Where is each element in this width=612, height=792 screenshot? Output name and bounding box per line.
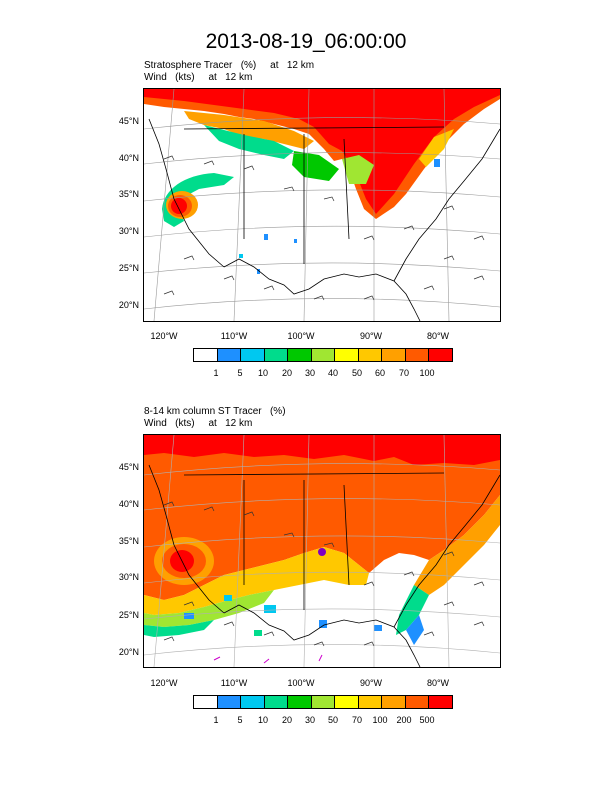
panel2-colorbar-label: 100 (372, 715, 388, 725)
colorbar-swatch (405, 349, 430, 361)
colorbar-swatch (358, 696, 383, 708)
colorbar-swatch (217, 349, 242, 361)
panel2-colorbar-label: 70 (351, 715, 362, 725)
colorbar-swatch (264, 349, 289, 361)
panel2-lon-label: 120°W (150, 678, 178, 688)
panel1-lat-label: 25°N (118, 263, 139, 273)
panel2-lon-label: 100°W (287, 678, 315, 688)
panel1-colorbar (193, 348, 453, 362)
panel2-colorbar-label: 500 (419, 715, 435, 725)
panel2-colorbar-label: 50 (327, 715, 338, 725)
page-title: 2013-08-19_06:00:00 (205, 30, 407, 53)
panel2-colorbar-label: 1 (213, 715, 219, 725)
colorbar-swatch (311, 696, 336, 708)
colorbar-swatch (288, 349, 312, 361)
panel1-colorbar-label: 5 (237, 368, 243, 378)
panel2-colorbar-label: 5 (237, 715, 243, 725)
colorbar-swatch (288, 696, 312, 708)
panel2-colorbar-label: 20 (281, 715, 292, 725)
panel1-tracer-field (144, 89, 500, 321)
panel2-lon-label: 90°W (359, 678, 383, 688)
panel1-colorbar-label: 70 (398, 368, 409, 378)
panel2-lat-label: 25°N (118, 610, 139, 620)
panel1-lat-label: 20°N (118, 300, 139, 310)
panel2-lon-label: 110°W (220, 678, 248, 688)
panel1-lat-label: 40°N (118, 153, 139, 163)
panel2-tracer-field (144, 435, 500, 667)
panel1-colorbar-label: 40 (327, 368, 338, 378)
panel2-lon-label: 80°W (426, 678, 450, 688)
colorbar-swatch (194, 696, 218, 708)
colorbar-swatch (194, 349, 218, 361)
panel1-lon-label: 120°W (150, 331, 178, 341)
colorbar-swatch (217, 696, 242, 708)
colorbar-swatch (382, 349, 406, 361)
panel2-colorbar-label: 10 (257, 715, 268, 725)
colorbar-swatch (335, 349, 359, 361)
panel2-lat-label: 30°N (118, 572, 139, 582)
panel1-lat-label: 30°N (118, 226, 139, 236)
panel1-colorbar-label: 60 (374, 368, 385, 378)
panel2-colorbar-label: 30 (304, 715, 315, 725)
panel2-subtitle-wind: Wind (kts) at 12 km (144, 418, 253, 429)
panel1-map (143, 88, 501, 322)
colorbar-swatch (335, 696, 359, 708)
panel2-colorbar-label: 200 (396, 715, 412, 725)
panel1-colorbar-label: 10 (257, 368, 268, 378)
panel1-subtitle-tracer: Stratosphere Tracer (%) at 12 km (144, 60, 315, 71)
colorbar-swatch (264, 696, 289, 708)
panel1-lon-label: 90°W (359, 331, 383, 341)
panel1-lon-label: 100°W (287, 331, 315, 341)
panel1-lat-label: 45°N (118, 116, 139, 126)
panel1-subtitle-wind: Wind (kts) at 12 km (144, 72, 253, 83)
panel1-lon-label: 110°W (220, 331, 248, 341)
panel2-subtitle-tracer: 8-14 km column ST Tracer (%) (144, 406, 286, 417)
panel1-lat-label: 35°N (118, 189, 139, 199)
panel1-colorbar-label: 50 (351, 368, 362, 378)
panel2-lat-label: 40°N (118, 499, 139, 509)
panel1-colorbar-label: 1 (213, 368, 219, 378)
panel2-colorbar (193, 695, 453, 709)
colorbar-swatch (405, 696, 430, 708)
panel1-colorbar-label: 100 (419, 368, 435, 378)
panel2-lat-label: 35°N (118, 536, 139, 546)
colorbar-swatch (241, 696, 265, 708)
panel2-lat-label: 20°N (118, 647, 139, 657)
panel1-colorbar-label: 20 (281, 368, 292, 378)
panel2-wind-barbs (163, 501, 485, 647)
colorbar-swatch (382, 696, 406, 708)
panel2-map (143, 434, 501, 668)
panel2-lat-label: 45°N (118, 462, 139, 472)
colorbar-swatch (429, 696, 453, 708)
panel1-colorbar-label: 30 (304, 368, 315, 378)
panel1-lon-label: 80°W (426, 331, 450, 341)
colorbar-swatch (358, 349, 383, 361)
colorbar-swatch (241, 349, 265, 361)
colorbar-swatch (429, 349, 453, 361)
colorbar-swatch (311, 349, 336, 361)
panel1-wind-barbs (163, 155, 485, 301)
